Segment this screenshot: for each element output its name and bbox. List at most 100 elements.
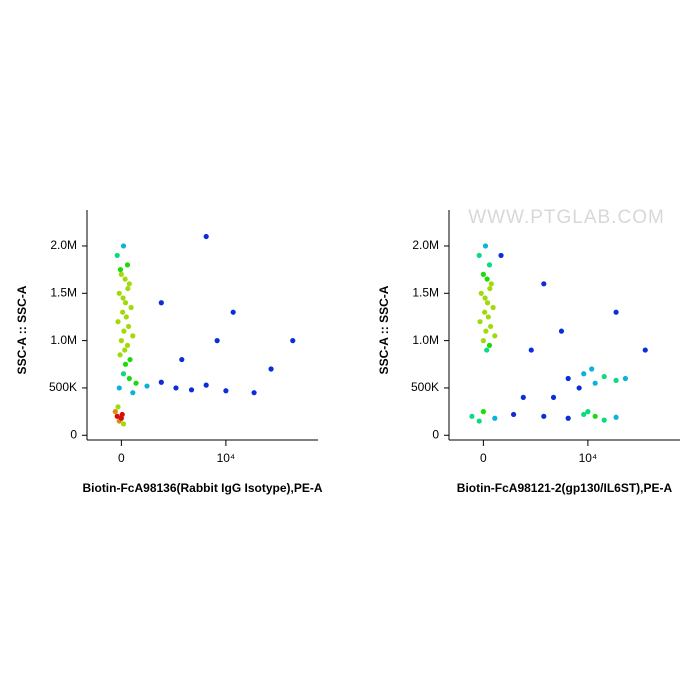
event-point	[127, 356, 133, 363]
event-point	[576, 385, 582, 391]
event-point	[550, 394, 557, 401]
event-point	[120, 295, 126, 301]
event-point	[125, 323, 132, 330]
event-point	[126, 375, 132, 382]
y-tick-label: 0	[70, 427, 77, 441]
event-point	[520, 394, 526, 401]
event-point	[158, 379, 164, 385]
event-point	[565, 375, 571, 382]
y-tick-label: 500K	[411, 380, 439, 394]
event-point	[613, 377, 619, 383]
event-point	[492, 415, 498, 421]
event-point	[484, 276, 490, 282]
event-point	[486, 342, 493, 348]
event-point	[478, 290, 484, 296]
event-point	[122, 276, 128, 282]
event-point	[290, 338, 296, 344]
event-point	[484, 347, 490, 353]
y-tick-label: 2.0M	[412, 238, 439, 252]
x-tick-label: 10⁴	[217, 451, 236, 465]
event-point	[541, 413, 547, 419]
y-tick-label: 2.0M	[50, 238, 77, 252]
event-point	[498, 252, 504, 259]
event-point	[130, 333, 136, 339]
event-point	[120, 371, 127, 377]
event-point	[179, 356, 185, 363]
event-point	[122, 361, 129, 367]
event-point	[541, 281, 547, 287]
event-point	[565, 415, 571, 421]
event-point	[118, 338, 124, 344]
watermark: WWW.PTGLAB.COM	[468, 207, 665, 228]
event-point	[120, 309, 126, 315]
x-tick-label: 10⁴	[579, 451, 598, 465]
y-tick-label: 1.5M	[50, 285, 77, 299]
event-point	[483, 328, 489, 334]
event-point	[480, 271, 486, 277]
event-point	[203, 233, 209, 240]
y-tick-label: 1.0M	[412, 333, 439, 347]
event-point	[203, 382, 209, 388]
event-point	[487, 323, 494, 330]
x-axis-title: Biotin-FcA98121-2(gp130/IL6ST),PE-A	[457, 481, 673, 495]
event-point	[490, 304, 496, 311]
event-point	[117, 352, 123, 358]
event-point	[124, 342, 131, 348]
event-point	[126, 281, 132, 287]
event-point	[117, 267, 124, 273]
event-point	[128, 304, 134, 311]
event-point	[122, 347, 128, 353]
event-point	[469, 413, 475, 419]
event-point	[173, 385, 179, 391]
event-point	[223, 388, 229, 394]
event-point	[585, 409, 591, 415]
y-axis-title: SSC-A :: SSC-A	[15, 285, 29, 374]
event-point	[528, 347, 534, 353]
event-point	[485, 314, 491, 320]
event-point	[130, 390, 136, 396]
event-point	[484, 300, 491, 306]
event-point	[120, 421, 127, 427]
event-point	[622, 375, 628, 382]
x-tick-label: 0	[118, 451, 125, 465]
event-point	[482, 243, 489, 249]
event-point	[115, 319, 121, 325]
event-point	[115, 404, 121, 410]
event-point	[480, 338, 486, 344]
event-point	[125, 285, 131, 292]
event-point	[158, 300, 164, 306]
event-point	[116, 290, 122, 296]
event-point	[482, 309, 488, 315]
event-point	[123, 314, 129, 320]
event-point	[114, 413, 120, 419]
y-axis-title: SSC-A :: SSC-A	[377, 285, 391, 374]
event-point	[476, 252, 482, 259]
event-point	[592, 380, 598, 386]
event-point	[477, 319, 483, 325]
event-point	[112, 409, 118, 415]
event-point	[122, 300, 129, 306]
event-point	[601, 417, 607, 423]
event-point	[592, 413, 598, 419]
event-point	[214, 338, 220, 344]
event-point	[488, 281, 494, 287]
event-point	[482, 295, 488, 301]
event-point	[188, 387, 195, 393]
event-point	[510, 411, 517, 418]
event-point	[487, 285, 493, 292]
event-point	[492, 333, 498, 339]
event-point	[601, 373, 607, 380]
event-point	[268, 366, 274, 372]
y-tick-label: 1.5M	[412, 285, 439, 299]
event-point	[581, 411, 587, 418]
event-point	[613, 309, 619, 315]
event-point	[124, 262, 131, 268]
event-point	[114, 252, 120, 259]
event-point	[118, 271, 124, 277]
event-point	[119, 411, 125, 418]
event-point	[642, 347, 648, 353]
y-tick-label: 1.0M	[50, 333, 77, 347]
event-point	[133, 380, 139, 386]
event-point	[581, 371, 587, 377]
event-point	[144, 383, 150, 389]
